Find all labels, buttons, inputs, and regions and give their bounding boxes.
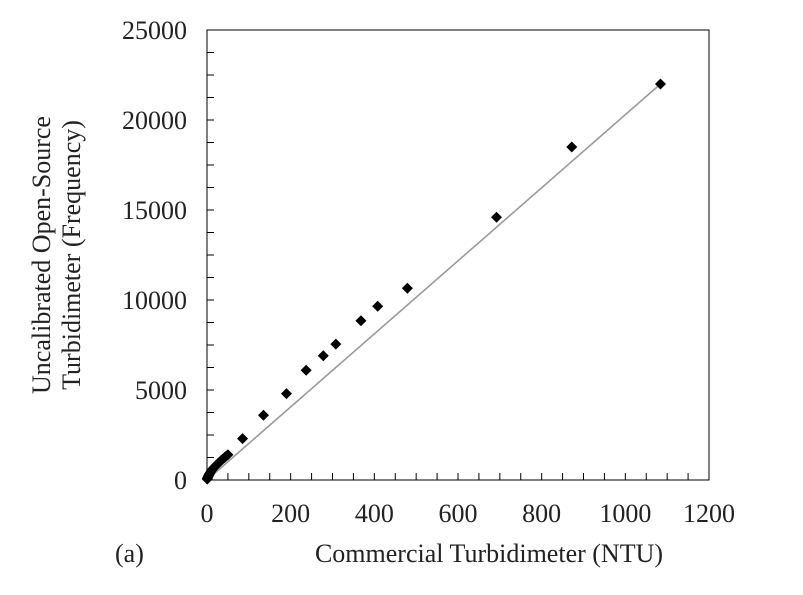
data-point bbox=[355, 315, 367, 327]
y-tick-label: 0 bbox=[174, 466, 187, 495]
x-tick-label: 800 bbox=[522, 499, 561, 528]
data-point bbox=[372, 300, 384, 312]
y-axis-title-line-2: Turbidimeter (Frequency) bbox=[57, 120, 86, 390]
y-axis-title-line-1: Uncalibrated Open-Source bbox=[27, 116, 56, 394]
x-axis-ticks: 0 200 400 600 800 1000 1200 bbox=[201, 473, 735, 528]
y-tick-label: 5000 bbox=[135, 376, 187, 405]
x-tick-label: 1200 bbox=[683, 499, 735, 528]
data-point bbox=[222, 449, 234, 461]
x-tick-label: 1000 bbox=[599, 499, 651, 528]
data-point bbox=[566, 141, 578, 153]
data-point bbox=[300, 364, 312, 376]
y-axis-title: Uncalibrated Open-Source Turbidimeter (F… bbox=[27, 116, 86, 394]
y-tick-label: 25000 bbox=[122, 16, 187, 45]
data-point bbox=[654, 78, 666, 90]
x-tick-label: 400 bbox=[355, 499, 394, 528]
data-point bbox=[257, 409, 269, 421]
x-tick-label: 200 bbox=[271, 499, 310, 528]
data-point bbox=[317, 350, 329, 362]
trendline-group bbox=[206, 83, 661, 481]
data-point bbox=[490, 211, 502, 223]
y-tick-label: 10000 bbox=[122, 286, 187, 315]
x-axis-title: Commercial Turbidimeter (NTU) bbox=[315, 539, 663, 568]
data-point bbox=[237, 433, 249, 445]
x-tick-label: 600 bbox=[439, 499, 478, 528]
trendline bbox=[206, 83, 661, 481]
data-point bbox=[401, 282, 413, 294]
y-axis-ticks: 0 5000 10000 15000 20000 25000 bbox=[122, 16, 214, 495]
plot-frame bbox=[206, 29, 710, 481]
data-point bbox=[330, 338, 342, 350]
y-tick-label: 20000 bbox=[122, 106, 187, 135]
panel-label: (a) bbox=[115, 539, 144, 568]
y-tick-label: 15000 bbox=[122, 196, 187, 225]
data-point bbox=[280, 388, 292, 400]
data-points bbox=[201, 78, 666, 485]
x-tick-label: 0 bbox=[201, 499, 214, 528]
